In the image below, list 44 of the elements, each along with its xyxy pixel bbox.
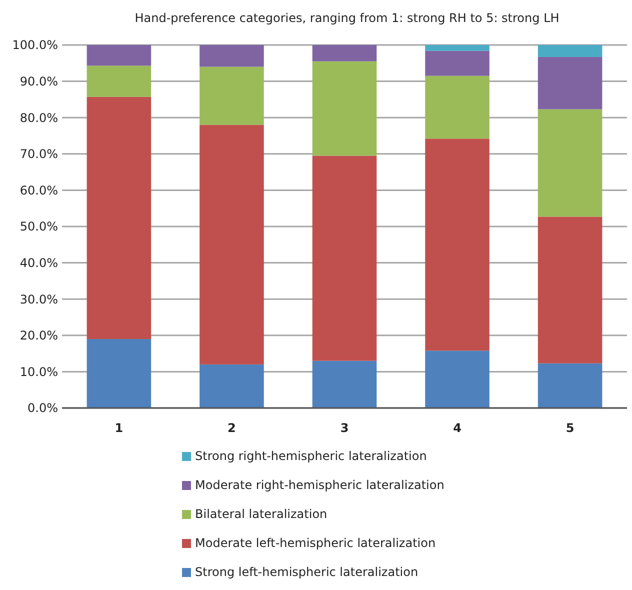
y-tick-label: 10.0% — [20, 364, 58, 379]
bar — [200, 124, 264, 364]
legend-label: Moderate left-hemispheric lateralization — [195, 536, 436, 550]
bar — [86, 45, 152, 66]
bar — [538, 109, 602, 217]
bar — [312, 156, 377, 361]
x-tick-label: 2 — [228, 421, 236, 435]
y-tick-label: 0.0% — [28, 401, 58, 416]
y-tick-label: 50.0% — [20, 220, 58, 234]
bar — [312, 360, 377, 408]
legend-label: Strong right-hemispheric lateralization — [195, 449, 427, 463]
bar — [200, 364, 264, 408]
bar — [86, 339, 152, 408]
y-tick-label: 80.0% — [20, 110, 58, 125]
legend-label: Moderate right-hemispheric lateralization — [195, 478, 444, 492]
legend-label: Bilateral lateralization — [195, 507, 328, 521]
y-tick-label: 100.0% — [12, 38, 58, 52]
x-tick-label: 3 — [340, 421, 349, 435]
y-tick-label: 40.0% — [20, 256, 58, 270]
bar — [538, 363, 602, 408]
bar — [425, 138, 490, 351]
x-tick-label: 5 — [566, 421, 574, 435]
bar — [200, 66, 264, 125]
bar — [312, 45, 377, 62]
y-tick-label: 60.0% — [20, 183, 58, 198]
y-tick-label: 90.0% — [20, 74, 58, 88]
bar — [86, 66, 152, 97]
legend-label: Strong left-hemispheric lateralization — [195, 565, 418, 579]
bar — [538, 56, 602, 110]
bar — [425, 45, 490, 51]
bar — [425, 50, 490, 76]
y-tick-label: 20.0% — [20, 328, 58, 343]
y-tick-label: 70.0% — [20, 147, 58, 162]
x-tick-label: 1 — [114, 421, 124, 435]
bar — [86, 96, 152, 340]
y-tick-label: 30.0% — [20, 292, 58, 306]
bar — [538, 45, 602, 57]
bar — [200, 45, 264, 67]
bar — [425, 76, 490, 139]
x-tick-label: 4 — [453, 421, 462, 435]
bar — [538, 216, 602, 364]
bar — [312, 61, 377, 156]
chart-title: Hand-preference categories, ranging from 1: strong RH to 5: strong LH — [134, 11, 560, 25]
bar — [425, 350, 490, 408]
